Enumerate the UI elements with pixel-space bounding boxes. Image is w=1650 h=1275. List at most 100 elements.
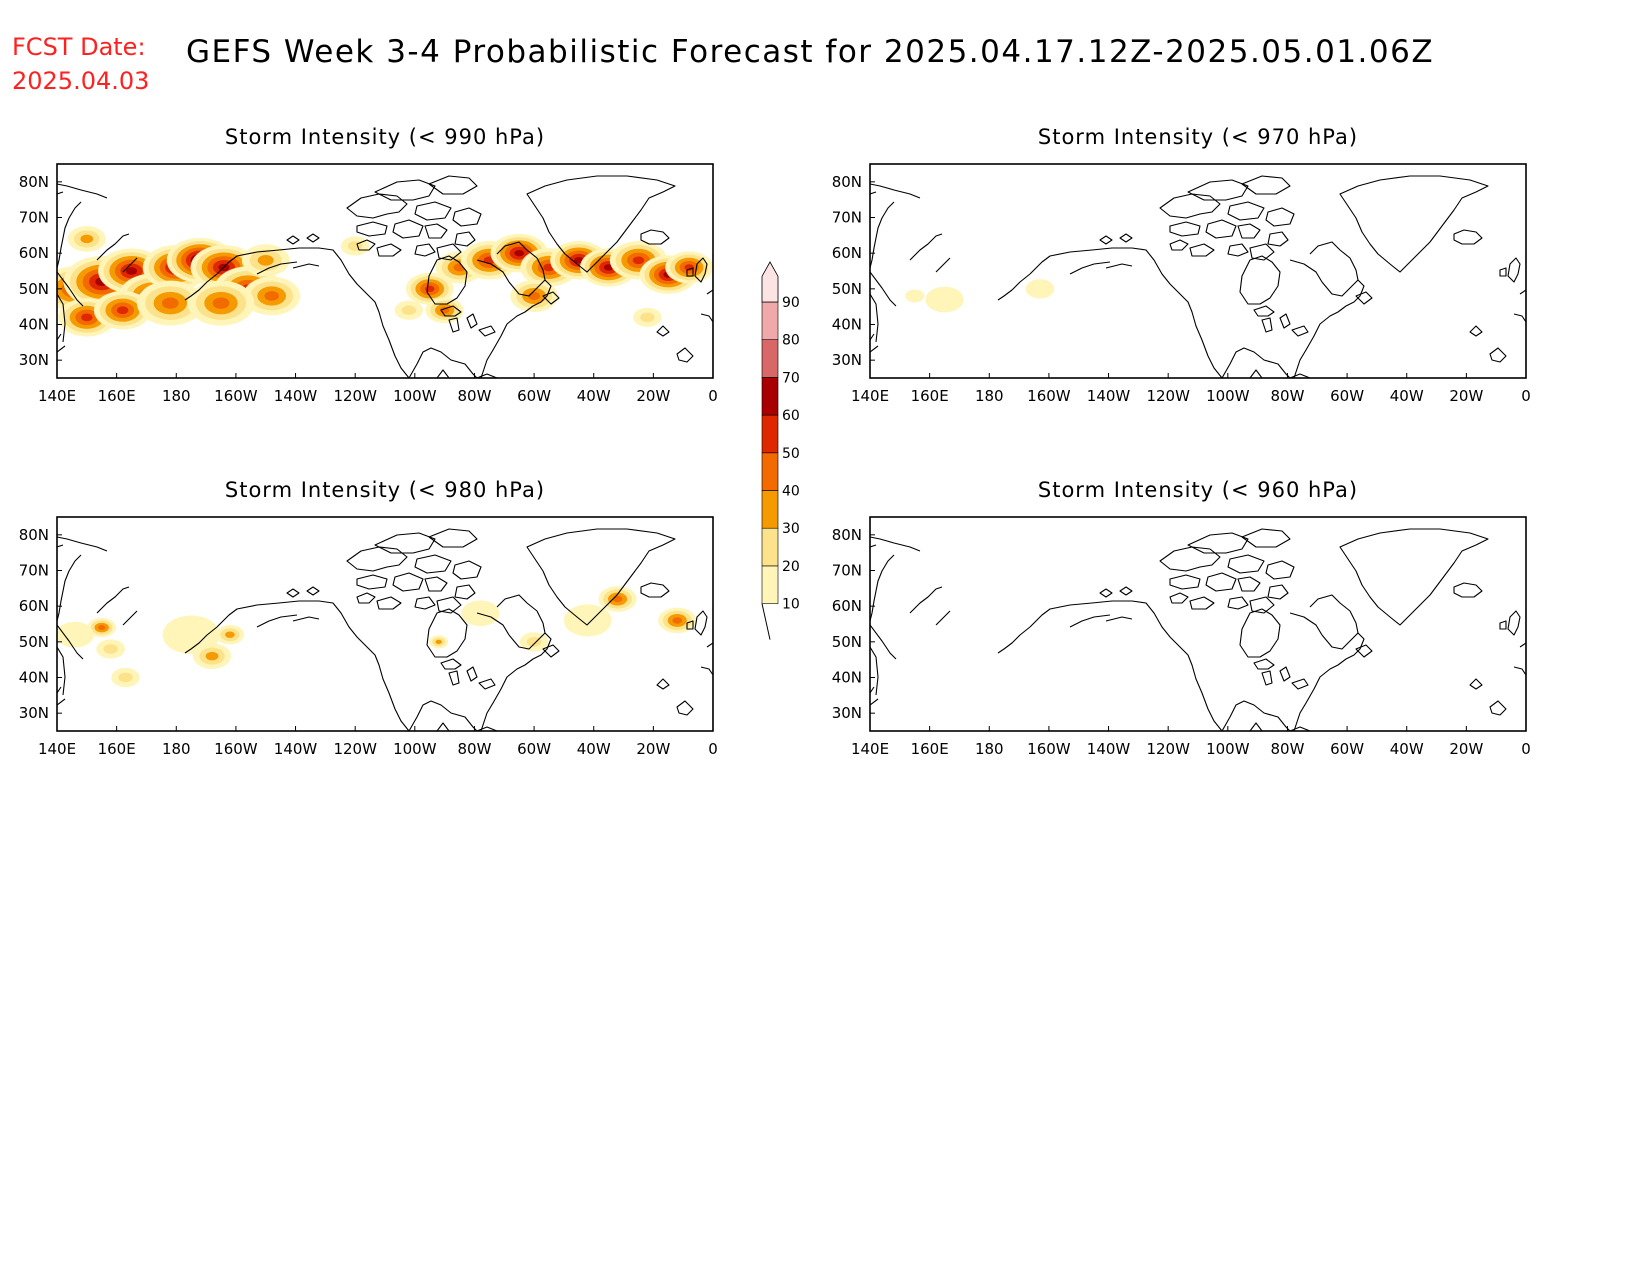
coastline-map bbox=[57, 528, 713, 731]
x-tick-label: 20W bbox=[1449, 740, 1483, 758]
y-tick-label: 40N bbox=[19, 316, 49, 334]
probability-contour bbox=[603, 264, 614, 271]
y-tick-label: 80N bbox=[832, 526, 862, 544]
fcst-date-value: 2025.04.03 bbox=[12, 67, 150, 95]
x-tick-label: 140E bbox=[38, 740, 76, 758]
coastline-map bbox=[870, 175, 1526, 378]
x-tick-label: 20W bbox=[636, 387, 670, 405]
fcst-date-label: FCST Date: bbox=[12, 33, 146, 61]
x-tick-label: 140E bbox=[851, 387, 889, 405]
y-tick-label: 70N bbox=[19, 209, 49, 227]
x-tick-label: 0 bbox=[708, 740, 718, 758]
y-tick-label: 80N bbox=[832, 173, 862, 191]
probability-contour bbox=[212, 297, 230, 309]
x-tick-label: 160E bbox=[98, 387, 136, 405]
x-tick-label: 160W bbox=[214, 740, 258, 758]
x-tick-label: 140E bbox=[38, 387, 76, 405]
x-tick-label: 60W bbox=[517, 740, 551, 758]
probability-contour bbox=[161, 297, 179, 309]
probability-contour bbox=[574, 257, 584, 264]
probability-contour bbox=[103, 644, 118, 654]
x-tick-label: 80W bbox=[1270, 740, 1304, 758]
x-tick-label: 180 bbox=[162, 740, 191, 758]
x-tick-label: 120W bbox=[1146, 740, 1190, 758]
map-panel: Storm Intensity (< 980 hPa) 140E 160E 180 16… bbox=[19, 478, 718, 758]
x-tick-label: 180 bbox=[975, 387, 1004, 405]
x-tick-label: 160E bbox=[98, 740, 136, 758]
y-tick-label: 60N bbox=[19, 597, 49, 615]
probability-contour bbox=[925, 286, 964, 313]
page-title: GEFS Week 3-4 Probabilistic Forecast for… bbox=[186, 34, 1435, 70]
x-tick-label: 60W bbox=[1330, 740, 1364, 758]
x-tick-label: 20W bbox=[636, 740, 670, 758]
probability-field bbox=[905, 279, 1055, 313]
probability-contour bbox=[526, 637, 542, 647]
x-tick-label: 40W bbox=[577, 740, 611, 758]
map-frame bbox=[869, 516, 1527, 732]
colorbar-segment bbox=[761, 414, 779, 454]
probability-field bbox=[57, 226, 713, 337]
probability-contour bbox=[80, 234, 94, 244]
y-tick-label: 30N bbox=[832, 351, 862, 369]
colorbar-label: 10 bbox=[782, 597, 800, 613]
map-frame bbox=[869, 163, 1527, 379]
colorbar-label: 50 bbox=[782, 446, 800, 462]
y-tick-label: 80N bbox=[19, 526, 49, 544]
x-tick-label: 100W bbox=[1206, 387, 1250, 405]
x-tick-label: 40W bbox=[1390, 387, 1424, 405]
x-tick-label: 160W bbox=[1027, 740, 1071, 758]
colorbar-segment bbox=[761, 339, 779, 378]
probability-contour bbox=[632, 256, 645, 265]
coastline-map bbox=[870, 528, 1526, 731]
x-tick-label: 180 bbox=[162, 387, 191, 405]
x-tick-label: 100W bbox=[1206, 740, 1250, 758]
y-tick-label: 70N bbox=[832, 562, 862, 580]
probability-contour bbox=[563, 604, 612, 637]
probability-contour bbox=[1025, 279, 1055, 299]
probability-contour bbox=[612, 595, 623, 603]
probability-field bbox=[57, 586, 697, 688]
x-tick-label: 120W bbox=[333, 740, 377, 758]
probability-contour bbox=[116, 306, 129, 315]
y-tick-label: 60N bbox=[832, 244, 862, 262]
y-tick-label: 40N bbox=[832, 316, 862, 334]
y-tick-label: 80N bbox=[19, 173, 49, 191]
y-tick-label: 70N bbox=[832, 209, 862, 227]
colorbar-label: 30 bbox=[782, 521, 800, 537]
probability-contour bbox=[118, 672, 133, 683]
x-tick-label: 140W bbox=[1087, 740, 1131, 758]
y-tick-label: 40N bbox=[19, 669, 49, 687]
x-tick-label: 160W bbox=[1027, 387, 1071, 405]
y-tick-label: 50N bbox=[832, 633, 862, 651]
x-tick-label: 140E bbox=[851, 740, 889, 758]
x-tick-label: 120W bbox=[1146, 387, 1190, 405]
x-tick-label: 140W bbox=[274, 740, 318, 758]
x-tick-label: 80W bbox=[457, 387, 491, 405]
colorbar-label: 60 bbox=[782, 408, 800, 424]
panel-title: Storm Intensity (< 970 hPa) bbox=[1038, 125, 1358, 149]
y-tick-label: 30N bbox=[19, 351, 49, 369]
x-tick-label: 60W bbox=[517, 387, 551, 405]
x-tick-label: 40W bbox=[1390, 740, 1424, 758]
x-tick-label: 0 bbox=[708, 387, 718, 405]
probability-contour bbox=[640, 312, 655, 323]
panel-title: Storm Intensity (< 980 hPa) bbox=[225, 478, 545, 502]
x-tick-label: 160E bbox=[911, 387, 949, 405]
probability-contour bbox=[57, 621, 94, 648]
y-tick-label: 60N bbox=[19, 244, 49, 262]
x-tick-label: 80W bbox=[457, 740, 491, 758]
probability-contour bbox=[98, 625, 106, 630]
map-panel: Storm Intensity (< 990 hPa) 140E 160E 180 16… bbox=[19, 125, 718, 405]
map-panel: Storm Intensity (< 970 hPa) 140E 160E 180 16… bbox=[832, 125, 1531, 405]
map-panel: Storm Intensity (< 960 hPa) 140E 160E 180 16… bbox=[832, 478, 1531, 758]
probability-contour bbox=[424, 285, 435, 293]
probability-contour bbox=[225, 631, 235, 638]
x-tick-label: 0 bbox=[1521, 387, 1531, 405]
panel-title: Storm Intensity (< 960 hPa) bbox=[1038, 478, 1358, 502]
x-tick-label: 180 bbox=[975, 740, 1004, 758]
colorbar: 10 20 30 40 50 60 70 80 90 bbox=[761, 261, 800, 640]
x-tick-label: 140W bbox=[274, 387, 318, 405]
x-tick-label: 100W bbox=[393, 387, 437, 405]
colorbar-label: 70 bbox=[782, 370, 800, 386]
probability-contour bbox=[905, 289, 925, 303]
